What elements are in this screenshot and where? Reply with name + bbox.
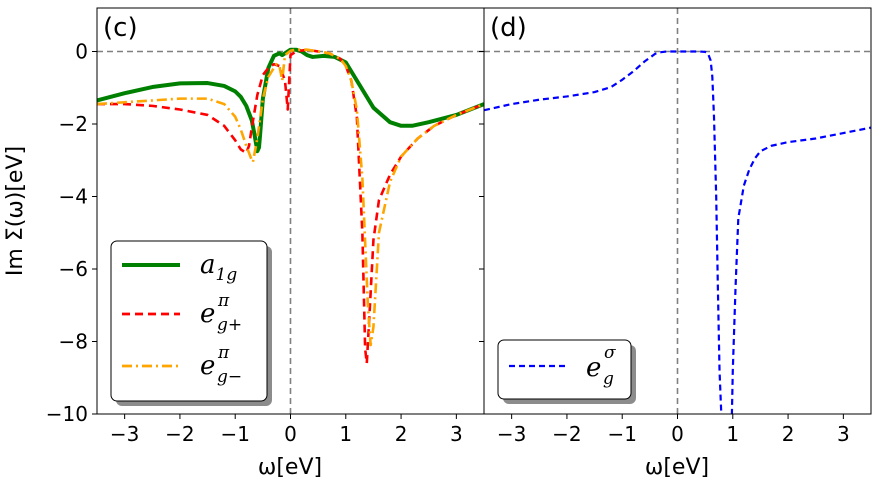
- legend-eg-plus-sub: g+: [217, 315, 242, 335]
- panel-c-series-eg-pi: [97, 48, 484, 347]
- panel-c-y-tick-label: −10: [46, 402, 88, 426]
- legend-eg-minus-sub: g−: [217, 367, 242, 387]
- legend-eg-sigma-main: e: [586, 353, 601, 383]
- panel-c-y-tick-label: −2: [59, 112, 88, 136]
- panel-c-y-tick-label: −6: [59, 257, 88, 281]
- panel-c: −3 −2 −1 0 1 2 3 0−2−4−6−8−10 (c) ω[eV] Im Σ(ω…: [3, 7, 485, 480]
- panel-d-x-ticks: −3 −2 −1 0 1 2 3: [497, 414, 850, 446]
- panel-d-x-tick-label: 3: [837, 422, 850, 446]
- legend-eg-minus-sup: π: [217, 343, 230, 363]
- panel-d-y-ticks: [479, 51, 484, 415]
- panel-d-label: (d): [490, 13, 527, 43]
- panel-c-x-tick-label: −3: [110, 422, 139, 446]
- panel-d-series: [484, 50, 871, 414]
- legend-a1g-label: a1g: [200, 250, 237, 285]
- panel-d-series-eg-sigma: [484, 50, 723, 414]
- panel-c-x-axis-label: ω[eV]: [258, 455, 322, 480]
- panel-d-x-tick-label: 1: [726, 422, 739, 446]
- y-axis-label: Im Σ(ω)[eV]: [3, 146, 28, 276]
- panel-c-x-tick-label: 2: [395, 422, 408, 446]
- legend-eg-minus-main: e: [200, 351, 215, 381]
- panel-c-y-ticks: 0 −2 −4 −6 −8 −10: [46, 40, 97, 426]
- panel-c-x-tick-label: 0: [284, 422, 297, 446]
- panel-d-x-tick-label: 2: [782, 422, 795, 446]
- panel-c-x-tick-label: −2: [165, 422, 194, 446]
- panel-c-x-ticks: −3 −2 −1 0 1 2 3: [110, 414, 463, 446]
- legend-eg-plus-sup: π: [217, 291, 230, 311]
- panel-c-y-tick-label: 0: [75, 40, 88, 64]
- panel-d-x-tick-label: −2: [552, 422, 581, 446]
- panel-d-x-tick-label: −1: [607, 422, 636, 446]
- legend-eg-sigma-sup: σ: [604, 343, 616, 363]
- panel-d-series-eg-sigma-right-branch: [730, 126, 871, 414]
- legend-eg-plus-main: e: [200, 299, 215, 329]
- panel-d: −3 −2 −1 0 1 2 3 (d) ω[eV] e σ g: [479, 7, 872, 480]
- panel-d-x-tick-label: 0: [671, 422, 684, 446]
- panel-d-legend-box: [497, 339, 632, 400]
- panel-c-series: [97, 47, 484, 365]
- panel-c-series-a1g: [97, 47, 484, 154]
- panel-c-x-tick-label: 1: [339, 422, 352, 446]
- panel-c-x-tick-label: −1: [220, 422, 249, 446]
- panel-c-label: (c): [103, 13, 138, 43]
- panel-c-legend: a1g e π g+ e π g−: [110, 240, 272, 406]
- panel-d-legend: e σ g: [497, 339, 636, 404]
- panel-c-series-eg+pi: [97, 48, 484, 365]
- panel-c-x-tick-label: 3: [450, 422, 463, 446]
- panel-d-x-tick-label: −3: [497, 422, 526, 446]
- legend-eg-sigma-sub: g: [603, 369, 614, 389]
- panel-c-legend-box: [110, 240, 268, 402]
- panel-c-y-tick-label: −8: [59, 330, 88, 354]
- panel-c-y-tick-label: −4: [59, 185, 88, 209]
- panel-d-x-axis-label: ω[eV]: [645, 455, 709, 480]
